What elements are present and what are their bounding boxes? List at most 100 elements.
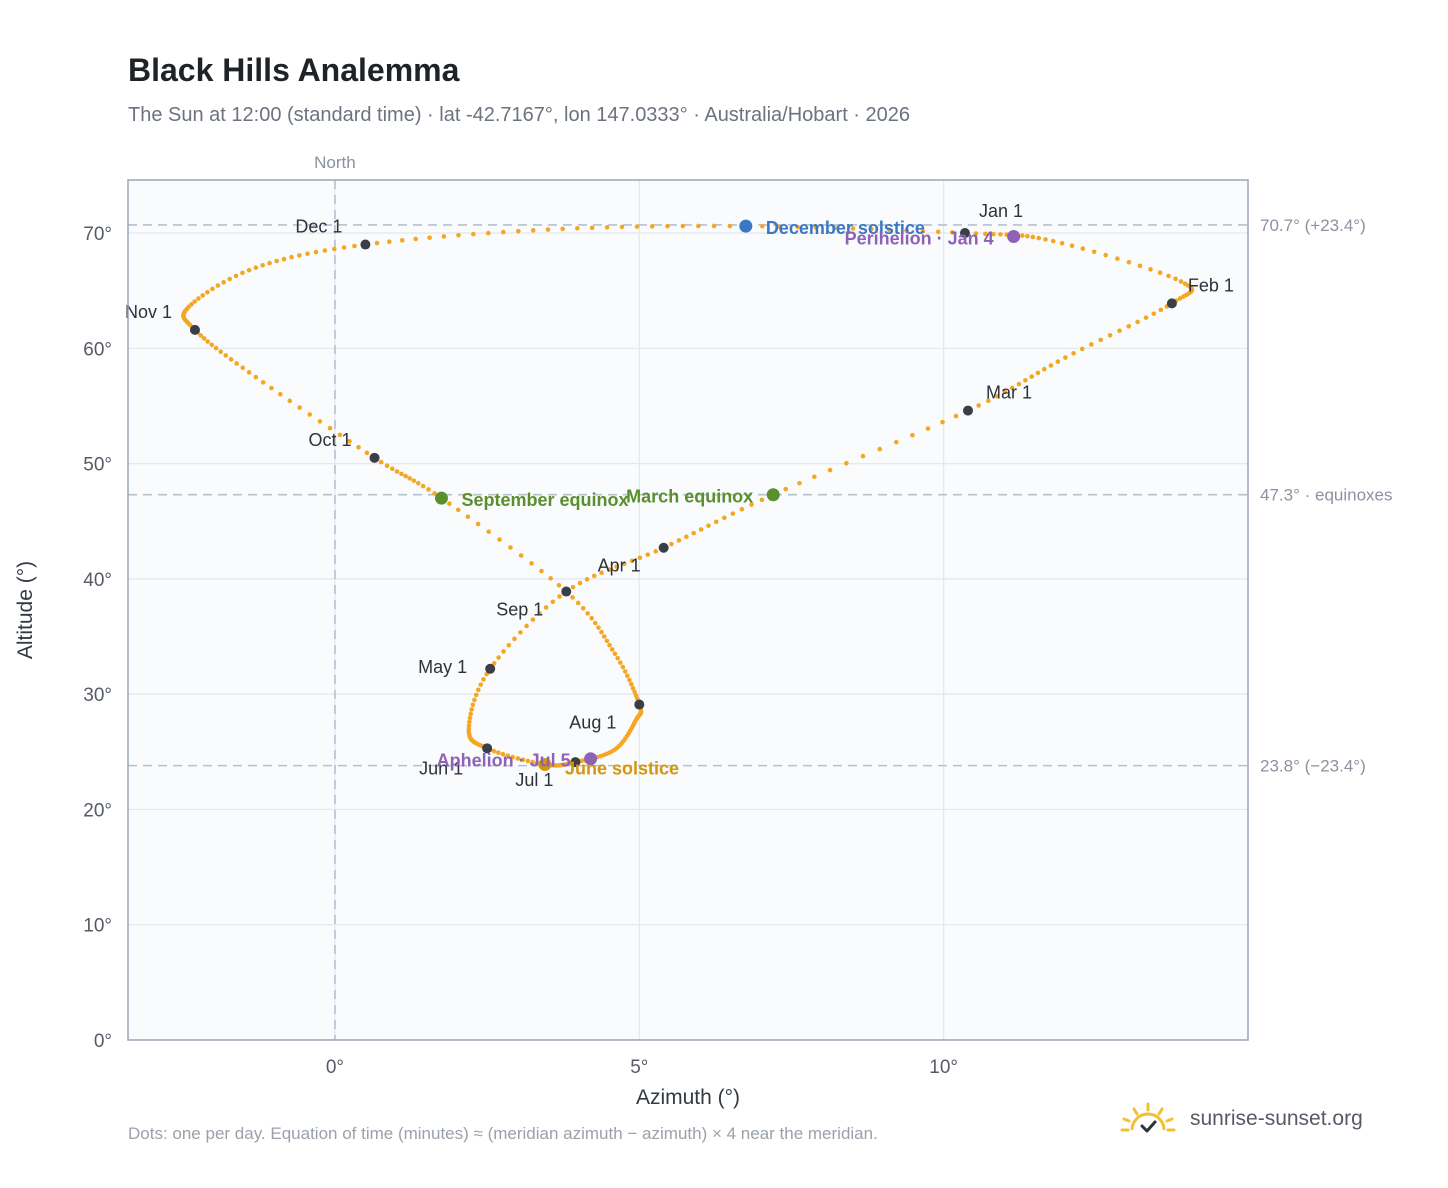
- daily-sun-dot: [832, 225, 837, 231]
- daily-sun-dot: [1020, 233, 1025, 238]
- daily-sun-dot: [665, 223, 670, 229]
- daily-sun-dot: [777, 224, 782, 229]
- daily-sun-dot: [844, 460, 849, 466]
- daily-sun-dot: [1137, 263, 1143, 269]
- daily-sun-dot: [313, 249, 319, 255]
- daily-sun-dot: [539, 568, 544, 574]
- month-marker-label: Sep 1: [496, 600, 543, 620]
- daily-sun-dot: [813, 225, 819, 230]
- event-marker-dot: [1007, 229, 1021, 243]
- daily-sun-dot: [577, 580, 583, 586]
- daily-sun-dot: [347, 438, 352, 444]
- daily-sun-dot: [530, 617, 536, 622]
- daily-sun-dot: [289, 254, 294, 260]
- daily-sun-dot: [1023, 378, 1028, 383]
- daily-sun-dot: [205, 339, 211, 344]
- daily-sun-dot: [706, 523, 711, 528]
- daily-sun-dot: [378, 459, 384, 465]
- daily-sun-dot: [485, 230, 491, 236]
- daily-sun-dot: [556, 582, 562, 588]
- axes: 0° 10° 20° 30° 40° 50° 60° 70° 0° 5° 10° Azimuth (°…: [14, 224, 958, 1109]
- daily-sun-dot: [614, 564, 619, 569]
- daily-sun-dot: [218, 349, 224, 354]
- daily-sun-dot: [994, 393, 1000, 399]
- daily-sun-dot: [548, 576, 553, 581]
- daily-sun-dot: [520, 757, 526, 763]
- daily-sun-dot: [711, 223, 717, 229]
- daily-sun-dot: [240, 365, 246, 371]
- daily-sun-dot: [676, 538, 682, 543]
- daily-sun-dot: [447, 501, 452, 507]
- daily-sun-dot: [886, 227, 892, 233]
- daily-sun-dot: [637, 555, 643, 561]
- daily-sun-dot: [210, 286, 215, 292]
- daily-sun-dot: [604, 225, 610, 230]
- month-marker-dot: [658, 542, 669, 553]
- daily-sun-dot: [1091, 249, 1097, 255]
- daily-sun-dot: [599, 629, 604, 635]
- y-tick-label: 40°: [83, 570, 112, 591]
- daily-sun-dot: [783, 486, 788, 492]
- daily-sun-dot: [827, 467, 833, 473]
- daily-sun-dot: [473, 692, 479, 698]
- daily-sun-dot: [543, 605, 549, 610]
- daily-sun-dot: [317, 419, 323, 424]
- daily-sun-dot: [557, 594, 562, 599]
- daily-sun-dot: [1181, 294, 1186, 299]
- daily-sun-dot: [1063, 355, 1068, 360]
- month-marker-label: Feb 1: [1188, 275, 1234, 295]
- x-tick-label: 10°: [929, 1057, 958, 1078]
- daily-sun-dot: [1059, 240, 1065, 246]
- daily-sun-dot: [596, 625, 601, 630]
- daily-sun-dot: [560, 226, 565, 232]
- daily-sun-dot: [491, 748, 497, 754]
- daily-sun-dot: [589, 225, 595, 231]
- daily-sun-dot: [525, 758, 531, 764]
- daily-sun-dot: [570, 595, 575, 600]
- daily-sun-dot: [253, 265, 259, 270]
- daily-sun-dot: [622, 561, 627, 567]
- daily-sun-dot: [1135, 319, 1140, 325]
- daily-sun-dot: [466, 723, 472, 728]
- daily-sun-dot: [589, 615, 594, 621]
- daily-sun-dot: [413, 236, 418, 242]
- daily-sun-dot: [501, 229, 506, 235]
- daily-sun-dot: [580, 605, 586, 611]
- daily-sun-dot: [267, 260, 272, 266]
- brand[interactable]: sunrise-sunset.org: [1120, 1102, 1363, 1136]
- daily-sun-dot: [669, 541, 674, 547]
- daily-sun-dot: [607, 642, 612, 648]
- daily-sun-dot: [575, 226, 580, 231]
- daily-sun-dot: [1050, 238, 1056, 244]
- daily-sun-dot: [1166, 273, 1171, 279]
- daily-sun-dot: [606, 567, 612, 572]
- daily-sun-dot: [976, 403, 981, 408]
- month-marker-label: Jun 1: [419, 758, 463, 778]
- daily-sun-dot: [619, 224, 625, 230]
- daily-sun-dot: [1036, 235, 1042, 241]
- daily-sun-dot: [601, 634, 607, 639]
- daily-sun-dot: [634, 224, 640, 229]
- event-label: September equinox: [461, 490, 628, 510]
- daily-sun-dot: [508, 545, 513, 550]
- daily-sun-dot: [1143, 315, 1149, 320]
- daily-sun-dot: [1173, 276, 1178, 282]
- daily-sun-dot: [629, 558, 635, 564]
- daily-sun-dot: [227, 276, 232, 282]
- event-label: June solstice: [565, 758, 679, 778]
- daily-sun-dot: [505, 753, 511, 758]
- daily-sun-dot: [496, 750, 501, 755]
- daily-sun-dot: [585, 611, 590, 616]
- daily-sun-dot: [797, 480, 802, 486]
- daily-sun-dot: [591, 573, 597, 579]
- y-tick-label: 70°: [83, 224, 112, 245]
- month-marker-label: Dec 1: [295, 217, 342, 237]
- daily-sun-dot: [632, 689, 637, 695]
- plot-frame: [127, 179, 1249, 1041]
- daily-sun-dot: [1158, 307, 1164, 313]
- daily-sun-dot: [1080, 246, 1086, 251]
- daily-sun-dot: [630, 685, 636, 691]
- daily-sun-dot: [850, 226, 856, 231]
- daily-sun-dot: [337, 432, 343, 438]
- daily-sun-dot: [1178, 279, 1184, 284]
